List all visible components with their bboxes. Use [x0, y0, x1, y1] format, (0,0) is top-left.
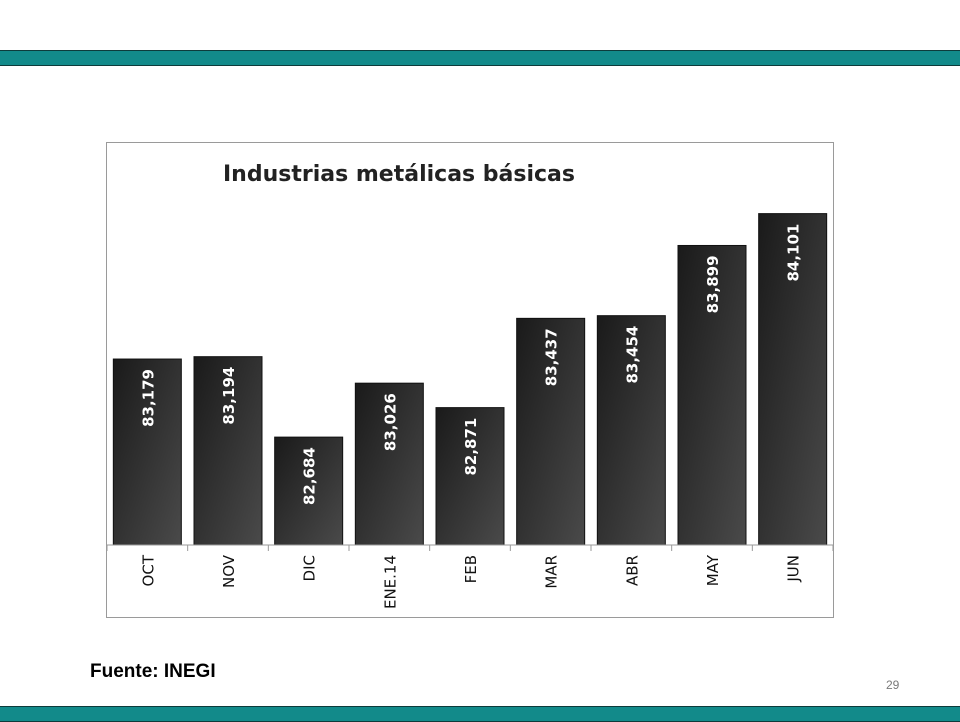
- x-axis-category-label: JUN: [785, 555, 803, 583]
- source-note: Fuente: INEGI: [90, 661, 216, 682]
- bar-value-label: 84,101: [785, 224, 803, 282]
- bar-value-label: 83,454: [623, 326, 641, 384]
- x-axis-category-label: ABR: [623, 555, 641, 586]
- bar-ene-14: [354, 382, 424, 546]
- bar-value-label: 83,179: [139, 369, 157, 427]
- x-axis-category-label: NOV: [220, 554, 238, 588]
- bar-value-label: 83,899: [704, 255, 722, 313]
- top-accent-band: [0, 50, 960, 66]
- bar-value-label: 83,437: [543, 328, 561, 386]
- bar-value-label: 83,194: [220, 367, 238, 425]
- bar-dic: [274, 436, 344, 546]
- chart-frame: Industrias metálicas básicas 83,179 83,19…: [106, 142, 834, 618]
- x-axis-category-label: MAY: [704, 554, 722, 586]
- bar-value-label: 83,026: [381, 393, 399, 451]
- bar-value-label: 82,871: [462, 418, 480, 476]
- bar-may: [677, 244, 747, 546]
- bar-oct: [112, 358, 182, 546]
- bar-mar: [516, 317, 586, 546]
- bar-nov: [193, 356, 263, 546]
- x-axis-category-label: MAR: [543, 555, 561, 589]
- x-axis-category-label: DIC: [301, 555, 319, 581]
- x-axis-category-label: ENE.14: [381, 555, 399, 609]
- x-axis-category-label: OCT: [139, 554, 157, 586]
- page-number: 29: [886, 678, 900, 692]
- bar-chart: Industrias metálicas básicas 83,179 83,19…: [107, 162, 833, 609]
- bar-value-label: 82,684: [301, 447, 319, 505]
- bar-feb: [435, 407, 505, 546]
- chart-title: Industrias metálicas básicas: [223, 162, 575, 187]
- x-axis-category-label: FEB: [462, 555, 480, 583]
